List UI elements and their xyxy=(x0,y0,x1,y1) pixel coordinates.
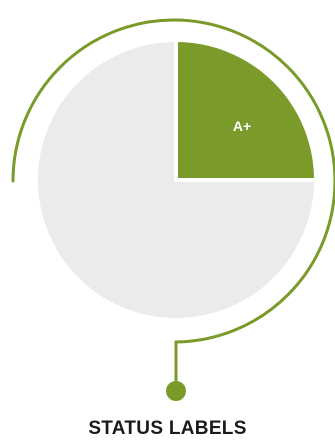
connector-dot xyxy=(166,381,186,401)
pie-slice-aplus xyxy=(174,37,319,182)
pie-slices xyxy=(34,37,319,322)
caption-status-labels: STATUS LABELS xyxy=(88,418,247,439)
slice-label-a-plus: A+ xyxy=(233,118,251,134)
outer-ring-arc xyxy=(11,18,335,344)
pie-slice-remainder xyxy=(34,37,319,322)
